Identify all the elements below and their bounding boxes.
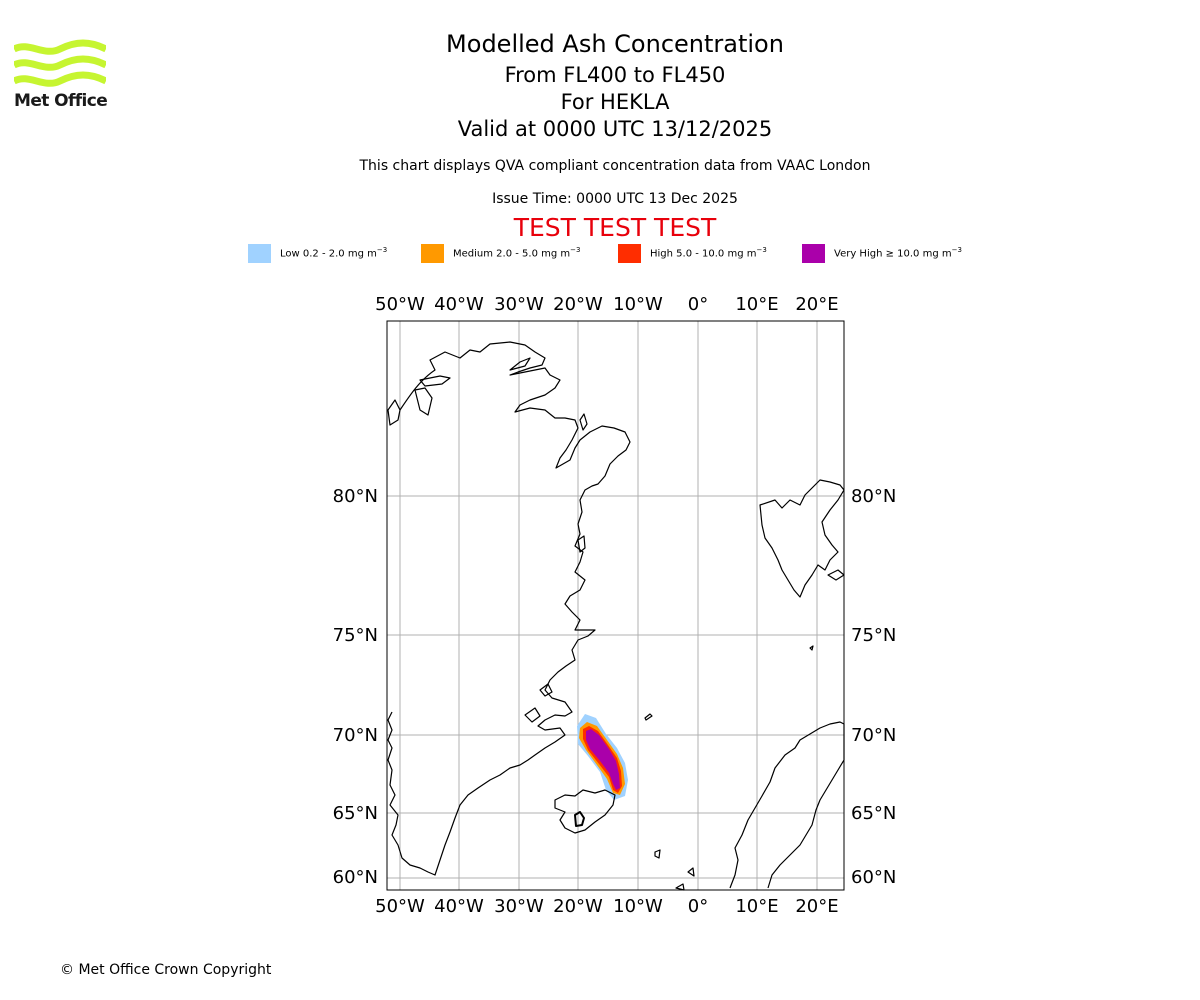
lat-label: 65°N <box>851 803 896 824</box>
legend-swatch-very-high <box>802 244 825 263</box>
lon-label: 10°W <box>613 896 663 917</box>
volcano-name: For HEKLA <box>560 90 670 114</box>
issue-time: Issue Time: 0000 UTC 13 Dec 2025 <box>492 191 738 207</box>
legend-label-very-high: Very High ≥ 10.0 mg m−3 <box>834 246 962 260</box>
lon-label: 40°W <box>434 896 484 917</box>
lon-label: 40°W <box>434 294 484 315</box>
ash-plume <box>577 714 628 800</box>
lon-label: 0° <box>688 294 708 315</box>
chart-title: Modelled Ash Concentration <box>446 30 784 58</box>
lon-label: 50°W <box>375 294 425 315</box>
lon-label: 10°E <box>735 896 778 917</box>
lon-label: 10°E <box>735 294 778 315</box>
lon-label: 0° <box>688 896 708 917</box>
test-banner: TEST TEST TEST <box>513 213 717 242</box>
coastlines <box>387 341 845 891</box>
legend-label-high: High 5.0 - 10.0 mg m−3 <box>650 246 767 260</box>
legend-swatch-high <box>618 244 641 263</box>
lon-label: 20°W <box>553 294 603 315</box>
legend-label-medium: Medium 2.0 - 5.0 mg m−3 <box>453 246 581 260</box>
lon-label: 50°W <box>375 896 425 917</box>
map-frame <box>386 320 845 891</box>
flight-level-range: From FL400 to FL450 <box>504 63 726 87</box>
lat-label: 80°N <box>851 486 896 507</box>
lon-label: 10°W <box>613 294 663 315</box>
valid-time: Valid at 0000 UTC 13/12/2025 <box>457 117 773 141</box>
lat-label: 70°N <box>851 725 896 746</box>
lon-label: 20°E <box>795 294 838 315</box>
lon-label: 20°E <box>795 896 838 917</box>
met-office-logo-icon <box>14 39 106 87</box>
lon-labels-top: 50°W 40°W 30°W 20°W 10°W 0° 10°E 20°E <box>375 294 838 315</box>
lat-label: 80°N <box>333 486 378 507</box>
lon-label: 20°W <box>553 896 603 917</box>
lat-labels-left: 80°N 75°N 70°N 65°N 60°N <box>333 486 378 888</box>
qva-description: This chart displays QVA compliant concen… <box>359 158 871 174</box>
lat-label: 60°N <box>333 867 378 888</box>
map-gridlines <box>387 321 844 890</box>
lat-label: 60°N <box>851 867 896 888</box>
legend-swatch-low <box>248 244 271 263</box>
lon-label: 30°W <box>494 294 544 315</box>
legend-label-low: Low 0.2 - 2.0 mg m−3 <box>280 246 388 260</box>
lat-label: 70°N <box>333 725 378 746</box>
lat-labels-right: 80°N 75°N 70°N 65°N 60°N <box>851 486 896 888</box>
lat-label: 65°N <box>333 803 378 824</box>
met-office-logo-text: Met Office <box>14 91 108 111</box>
lon-labels-bottom: 50°W 40°W 30°W 20°W 10°W 0° 10°E 20°E <box>375 896 838 917</box>
legend-swatch-medium <box>421 244 444 263</box>
lon-label: 30°W <box>494 896 544 917</box>
lat-label: 75°N <box>333 625 378 646</box>
lat-label: 75°N <box>851 625 896 646</box>
copyright-notice: © Met Office Crown Copyright <box>60 962 272 978</box>
